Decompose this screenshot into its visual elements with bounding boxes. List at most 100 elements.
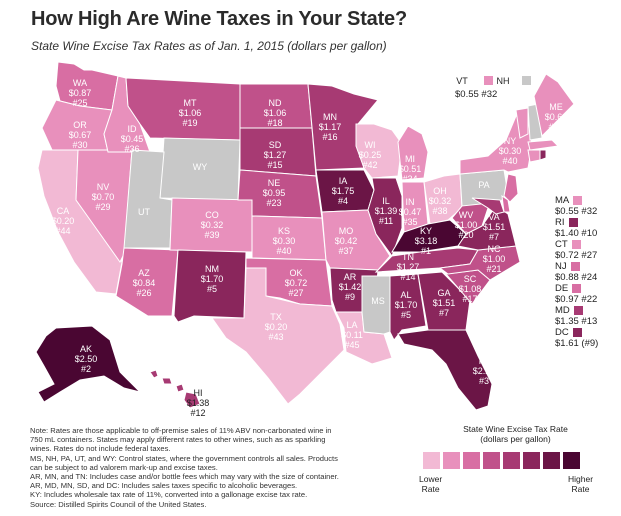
state-label-ms-abbr: MS [371, 296, 385, 306]
state-label-tn-rate: $1.27 [397, 262, 420, 272]
state-label-al-rate: $1.70 [395, 300, 418, 310]
state-label-ks-abbr: KS [278, 226, 290, 236]
state-label-or-rank: #30 [72, 140, 87, 150]
state-label-va-rate: $1.51 [483, 222, 506, 232]
side-state-ct: CT $0.72 #27 [555, 239, 597, 261]
state-label-la-rate: $0.11 [341, 330, 363, 340]
state-label-ky-abbr: KY [420, 226, 432, 236]
state-label-me-rate: $0.60 [545, 112, 568, 122]
state-label-co-abbr: CO [205, 210, 219, 220]
state-label-ca-abbr: CA [57, 206, 70, 216]
state-label-ny-rank: #40 [502, 156, 517, 166]
state-MI [397, 125, 429, 181]
state-label-il-abbr: IL [382, 196, 390, 206]
legend-swatch-6 [523, 452, 540, 469]
state-label-in-abbr: IN [406, 197, 415, 207]
state-label-ca-rank: #44 [55, 226, 70, 236]
legend-swatch-4 [483, 452, 500, 469]
state-label-tx-rate: $0.20 [265, 322, 288, 332]
state-label-nm-rate: $1.70 [201, 274, 224, 284]
state-label-ca-rate: $0.20 [52, 216, 75, 226]
side-state-swatch [573, 305, 583, 315]
state-label-ia-rate: $1.75 [332, 186, 355, 196]
state-label-ar-rate: $1.42 [339, 282, 362, 292]
state-label-nd-rate: $1.06 [264, 108, 287, 118]
state-label-wa-rate: $0.87 [69, 88, 92, 98]
state-GA [417, 271, 471, 331]
state-label-hi-rate: $1.38 [187, 398, 210, 408]
state-label-mi-abbr: MI [405, 154, 415, 164]
state-label-or-rate: $0.67 [69, 130, 92, 140]
state-label-la-abbr: LA [346, 320, 357, 330]
state-label-ak-rank: #2 [81, 364, 91, 374]
state-label-wi-abbr: WI [365, 140, 376, 150]
side-state-ma: MA $0.55 #32 [555, 195, 597, 217]
footnotes: Note: Rates are those applicable to off-… [30, 426, 410, 509]
page-title: How High Are Wine Taxes in Your State? [31, 8, 407, 30]
state-label-nc-rate: $1.00 [483, 254, 506, 264]
callout-vt-abbr: VT [456, 76, 468, 86]
state-label-nm-abbr: NM [205, 264, 219, 274]
state-label-ga-abbr: GA [437, 288, 450, 298]
state-label-az-abbr: AZ [138, 268, 150, 278]
footnote-line: KY: Includes wholesale tax rate of 11%, … [30, 490, 308, 500]
state-NC [438, 245, 521, 281]
state-label-nd-abbr: ND [269, 98, 282, 108]
state-label-il-rank: #11 [379, 216, 393, 226]
state-label-id-rate: $0.45 [121, 134, 144, 144]
footnote-line: 750 mL containers. States may apply diff… [30, 435, 326, 445]
side-state-dc: DC $1.61 (#9) [555, 327, 598, 349]
side-state-value: $0.55 #32 [555, 206, 598, 217]
callout-nh-swatch [522, 76, 531, 85]
legend-swatch-7 [543, 452, 560, 469]
state-label-wi-rank: #42 [362, 160, 377, 170]
side-state-swatch [570, 261, 580, 271]
legend-swatch-5 [503, 452, 520, 469]
state-label-ks-rate: $0.30 [273, 236, 296, 246]
state-label-mt-rate: $1.06 [179, 108, 202, 118]
state-label-nd-rank: #18 [267, 118, 282, 128]
state-MD [471, 197, 505, 215]
state-label-ok-rate: $0.72 [285, 278, 308, 288]
state-label-oh-rank: #38 [432, 206, 447, 216]
state-label-mt-rank: #19 [182, 118, 197, 128]
side-state-value: $0.72 #27 [555, 250, 598, 261]
state-label-ok-rank: #27 [288, 288, 303, 298]
state-label-nv-abbr: NV [97, 182, 110, 192]
state-label-az-rank: #26 [136, 288, 151, 298]
state-label-tn-abbr: TN [402, 252, 414, 262]
state-label-sd-rank: #15 [267, 160, 282, 170]
footnote-line: can be subject to ad valorem mark-up and… [30, 462, 218, 472]
legend-high-line1: Higher [568, 474, 594, 484]
state-label-wv-abbr: WV [459, 210, 474, 220]
side-state-value: $1.40 #10 [555, 228, 598, 239]
state-label-oh-abbr: OH [433, 186, 447, 196]
state-label-mn-rank: #16 [322, 132, 337, 142]
legend-low-line1: Lower [419, 474, 443, 484]
state-label-nm-rank: #5 [207, 284, 217, 294]
state-label-ne-abbr: NE [268, 178, 281, 188]
side-state-abbr: RI [555, 217, 565, 228]
state-label-pa-abbr: PA [478, 180, 489, 190]
state-label-ga-rank: #7 [439, 308, 449, 318]
side-state-value: $1.61 (#9) [555, 338, 599, 349]
state-label-wy-abbr: WY [193, 162, 208, 172]
state-label-sc-rank: #17 [462, 294, 477, 304]
state-label-wi-rate: $0.25 [359, 150, 382, 160]
state-label-tx-abbr: TX [270, 312, 282, 322]
side-state-abbr: DE [555, 283, 569, 294]
state-label-mo-rank: #37 [338, 246, 353, 256]
legend-swatch-3 [463, 452, 480, 469]
state-ME [533, 73, 575, 138]
state-label-hi-abbr: HI [194, 388, 203, 398]
state-label-mt-abbr: MT [184, 98, 197, 108]
state-label-me-abbr: ME [549, 102, 563, 112]
callout-vt-value: $0.55 #32 [455, 89, 497, 100]
side-state-de: DE $0.97 #22 [555, 283, 597, 305]
state-label-va-abbr: VA [488, 212, 499, 222]
state-label-ny-abbr: NY [504, 136, 517, 146]
state-label-mo-rate: $0.42 [335, 236, 358, 246]
state-label-ar-rank: #9 [345, 292, 355, 302]
side-state-abbr: DC [555, 327, 569, 338]
state-label-wv-rank: #20 [458, 230, 473, 240]
